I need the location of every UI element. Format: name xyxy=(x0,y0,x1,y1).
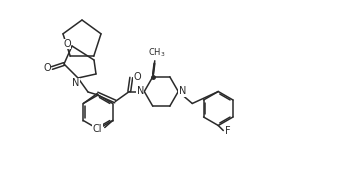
Text: CH$_3$: CH$_3$ xyxy=(148,46,165,59)
Text: O: O xyxy=(63,39,71,49)
Text: F: F xyxy=(225,127,231,137)
Text: N: N xyxy=(178,87,186,96)
Text: N: N xyxy=(72,78,80,88)
Text: Cl: Cl xyxy=(93,124,102,134)
Text: O: O xyxy=(134,72,141,82)
Text: N: N xyxy=(136,87,144,96)
Text: O: O xyxy=(43,63,51,73)
